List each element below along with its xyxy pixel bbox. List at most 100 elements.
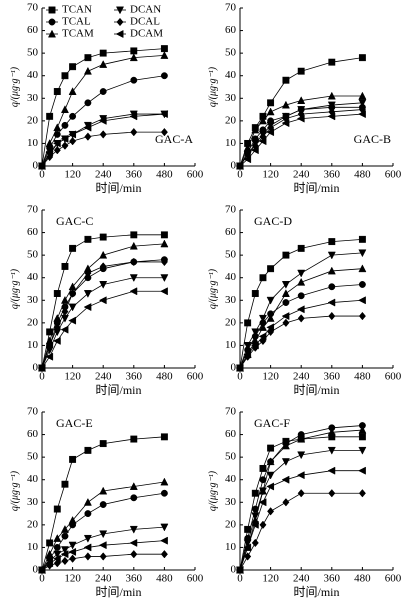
data-point <box>266 296 275 305</box>
data-point <box>327 101 336 110</box>
legend-label: DCAM <box>130 28 163 40</box>
x-tick-label: 0 <box>39 371 45 383</box>
data-point <box>281 312 290 321</box>
data-point <box>69 289 77 298</box>
data-point <box>52 554 61 563</box>
data-point <box>281 475 290 484</box>
data-point <box>160 477 169 486</box>
data-point <box>243 341 252 350</box>
data-point <box>83 534 92 543</box>
data-point <box>45 549 54 558</box>
data-point <box>258 116 267 125</box>
y-tick-label: 60 <box>27 24 39 36</box>
data-point <box>129 538 138 547</box>
data-point <box>296 114 305 123</box>
data-point <box>160 239 169 248</box>
panel: 0 10 20 30 40 50 60 70 0 120 240 360 480 600 时间/min q/(… <box>207 2 401 195</box>
data-point <box>267 265 275 273</box>
data-point <box>129 112 138 121</box>
y-tick-label: 30 <box>225 294 237 306</box>
x-tick-label: 0 <box>39 169 45 181</box>
data-point <box>46 539 54 547</box>
data-point <box>69 112 77 120</box>
data-point <box>84 132 92 141</box>
data-point <box>60 134 69 143</box>
x-tick-label: 120 <box>262 573 279 585</box>
data-point <box>328 58 336 66</box>
data-point <box>98 296 107 305</box>
panel-label: GAC-D <box>254 214 292 228</box>
x-tick-label: 600 <box>385 169 402 181</box>
data-point <box>69 136 77 146</box>
data-point <box>69 554 77 563</box>
data-point <box>53 323 61 332</box>
x-axis-label: 时间/min <box>293 585 339 599</box>
data-point <box>37 565 46 575</box>
data-point <box>266 107 275 116</box>
y-tick-label: 10 <box>225 137 237 149</box>
x-tick-label: 360 <box>126 371 143 383</box>
x-axis-label: 时间/min <box>95 383 141 397</box>
data-point <box>84 54 92 62</box>
data-point <box>53 550 62 559</box>
data-point <box>160 489 168 497</box>
y-tick-label: 70 <box>27 406 39 418</box>
data-point <box>60 295 69 304</box>
data-point <box>282 76 290 84</box>
x-tick-label: 0 <box>39 573 45 585</box>
y-tick-label: 20 <box>225 114 237 126</box>
data-point <box>358 466 366 475</box>
y-tick-label: 60 <box>225 226 237 238</box>
data-point <box>129 53 138 62</box>
data-point <box>68 541 77 550</box>
data-point <box>46 112 54 120</box>
data-point <box>327 427 336 436</box>
y-tick-label: 50 <box>225 249 237 261</box>
data-point <box>327 251 336 260</box>
data-point <box>358 296 366 305</box>
x-tick-label: 0 <box>237 169 243 181</box>
y-tick-label: 10 <box>27 137 39 149</box>
data-point <box>297 269 306 278</box>
data-point <box>281 441 290 450</box>
data-point <box>99 60 108 68</box>
data-point <box>68 130 77 139</box>
panel: 0 10 20 30 40 50 60 70 0 120 240 360 480 600 时间/min q/(… <box>207 204 401 397</box>
data-point <box>258 487 267 496</box>
y-tick-label: 50 <box>27 249 39 261</box>
legend-label: TCAM <box>62 28 94 40</box>
data-point <box>52 336 61 345</box>
y-tick-label: 10 <box>27 541 39 553</box>
y-tick-label: 0 <box>231 362 237 374</box>
data-point <box>281 100 290 109</box>
data-point <box>160 72 168 80</box>
y-tick-label: 40 <box>225 69 237 81</box>
x-axis-label: 时间/min <box>95 585 141 599</box>
data-point <box>68 303 77 312</box>
data-point <box>37 363 46 373</box>
data-point <box>99 233 107 241</box>
data-point <box>297 277 306 286</box>
legend-marker <box>116 17 124 27</box>
data-point <box>130 76 138 84</box>
y-tick-label: 20 <box>225 518 237 530</box>
data-point <box>53 146 61 155</box>
data-point <box>235 161 244 171</box>
data-point <box>160 433 168 441</box>
data-point <box>130 550 138 559</box>
x-tick-label: 480 <box>156 573 173 585</box>
data-point <box>61 307 69 316</box>
y-tick-label: 60 <box>225 24 237 36</box>
data-point <box>244 525 252 533</box>
y-tick-label: 20 <box>225 316 237 328</box>
data-point <box>60 550 69 559</box>
data-point <box>53 313 62 322</box>
data-point <box>84 269 92 278</box>
x-tick-label: 120 <box>262 371 279 383</box>
data-point <box>358 281 366 288</box>
data-point <box>327 91 336 100</box>
data-point <box>45 139 54 147</box>
data-point <box>160 127 168 137</box>
data-point <box>160 110 168 119</box>
